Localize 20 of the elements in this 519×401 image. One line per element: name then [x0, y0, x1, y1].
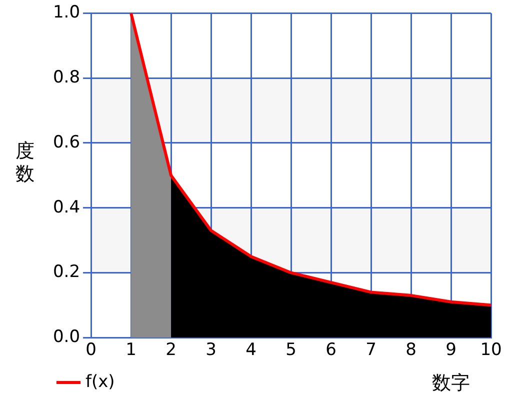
y-tick-label: 0.8	[52, 68, 80, 88]
y-tick-label: 0.0	[52, 327, 80, 348]
x-tick-label: 10	[480, 340, 502, 360]
x-tick-label: 7	[366, 340, 376, 360]
x-tick-label: 8	[406, 340, 416, 360]
x-tick-label: 6	[326, 340, 336, 360]
x-tick-label: 2	[166, 340, 176, 360]
x-tick-label: 5	[286, 340, 296, 360]
x-tick-label: 1	[126, 340, 136, 360]
y-tick-label: 0.2	[52, 262, 80, 282]
x-tick-label: 0	[86, 340, 96, 360]
x-axis-title: 数字	[432, 371, 470, 396]
y-tick-label: 0.4	[52, 197, 80, 218]
legend-label: f(x)	[86, 372, 115, 392]
y-tick-label: 1.0	[52, 2, 80, 23]
y-tick-label: 0.6	[52, 132, 80, 152]
x-tick-label: 9	[446, 340, 456, 360]
x-tick-label: 4	[246, 340, 256, 360]
x-tick-label: 3	[206, 340, 216, 360]
y-axis-title: 度数	[14, 140, 36, 186]
